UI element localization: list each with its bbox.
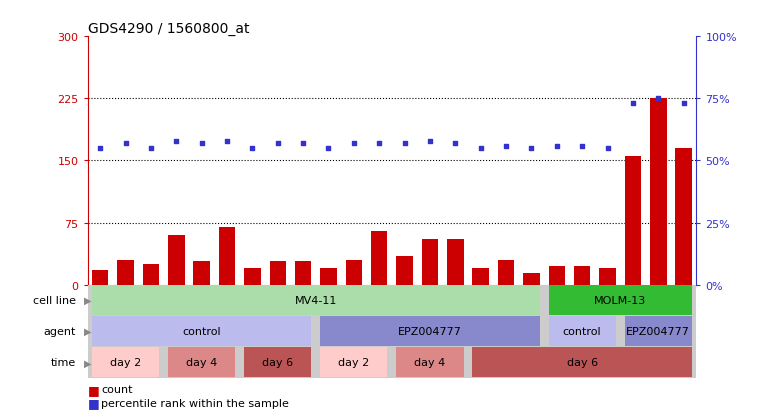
Bar (143, 264, 159, 285)
Text: cell line: cell line (33, 295, 76, 306)
Bar (549, 286, 692, 316)
Bar (92, 317, 311, 346)
Text: ▶: ▶ (84, 357, 91, 368)
Bar (473, 268, 489, 285)
Bar (92, 270, 109, 285)
Text: time: time (51, 357, 76, 368)
Point (119, 140, 132, 147)
Bar (371, 231, 387, 285)
Point (525, 145, 537, 152)
Point (677, 101, 689, 107)
Bar (117, 260, 134, 285)
Point (196, 140, 208, 147)
Bar (524, 273, 540, 285)
Point (399, 140, 411, 147)
Point (272, 140, 284, 147)
Point (145, 145, 157, 152)
Text: EPZ004777: EPZ004777 (398, 326, 462, 337)
Bar (219, 227, 235, 285)
Point (297, 140, 309, 147)
Text: day 4: day 4 (414, 357, 446, 368)
Bar (193, 262, 210, 285)
Bar (396, 256, 413, 285)
Bar (422, 240, 438, 285)
Text: control: control (563, 326, 601, 337)
Text: count: count (101, 385, 132, 394)
Text: ■: ■ (88, 383, 99, 396)
Point (247, 145, 259, 152)
Text: day 6: day 6 (567, 357, 597, 368)
Text: GDS4290 / 1560800_at: GDS4290 / 1560800_at (88, 22, 249, 36)
Point (449, 140, 461, 147)
Bar (498, 260, 514, 285)
Point (652, 96, 664, 102)
Bar (244, 268, 261, 285)
Point (424, 138, 436, 145)
Bar (549, 317, 616, 346)
Point (170, 138, 183, 145)
Point (323, 145, 335, 152)
Text: control: control (183, 326, 221, 337)
Bar (549, 267, 565, 285)
Point (500, 143, 512, 150)
Text: day 4: day 4 (186, 357, 218, 368)
Text: day 6: day 6 (263, 357, 293, 368)
Point (475, 145, 487, 152)
Point (94, 145, 107, 152)
Bar (168, 235, 185, 285)
Bar (168, 347, 235, 377)
Bar (625, 157, 642, 285)
Point (348, 140, 360, 147)
Bar (244, 347, 311, 377)
Bar (600, 268, 616, 285)
Text: percentile rank within the sample: percentile rank within the sample (101, 398, 289, 408)
Bar (574, 267, 591, 285)
Bar (650, 99, 667, 285)
Text: EPZ004777: EPZ004777 (626, 326, 690, 337)
Bar (625, 317, 692, 346)
Point (576, 143, 588, 150)
Text: ▶: ▶ (84, 295, 91, 306)
Bar (447, 240, 463, 285)
Bar (320, 347, 387, 377)
Bar (320, 268, 337, 285)
Text: MOLM-13: MOLM-13 (594, 295, 646, 306)
Bar (320, 317, 540, 346)
Point (551, 143, 563, 150)
Text: ▶: ▶ (84, 326, 91, 337)
Bar (92, 347, 159, 377)
Text: MV4-11: MV4-11 (295, 295, 337, 306)
Point (627, 101, 639, 107)
Text: day 2: day 2 (110, 357, 142, 368)
Bar (676, 149, 692, 285)
Bar (396, 347, 463, 377)
Bar (295, 262, 311, 285)
Text: day 2: day 2 (338, 357, 370, 368)
Text: ■: ■ (88, 396, 99, 409)
Text: agent: agent (43, 326, 76, 337)
Point (221, 138, 233, 145)
Bar (473, 347, 692, 377)
Bar (92, 286, 540, 316)
Point (601, 145, 613, 152)
Bar (269, 262, 286, 285)
Point (373, 140, 385, 147)
Bar (345, 260, 362, 285)
